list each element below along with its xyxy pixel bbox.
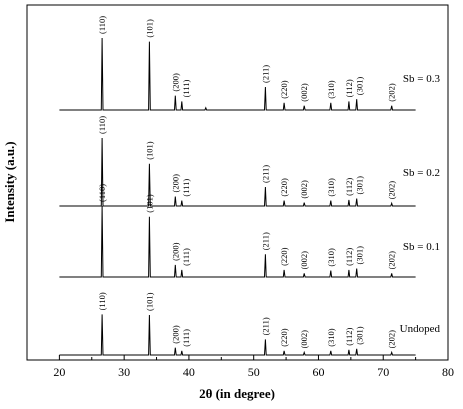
peak-label: (110) bbox=[97, 116, 107, 134]
peak-label: (111) bbox=[181, 248, 191, 266]
peak-label: (220) bbox=[279, 80, 289, 99]
peak-label: (112) bbox=[344, 178, 354, 196]
peak-label: (110) bbox=[97, 292, 107, 310]
peak-label: (112) bbox=[344, 328, 354, 346]
peak-label: (112) bbox=[344, 79, 354, 97]
series-label: Undoped bbox=[400, 323, 441, 335]
peak-label: (211) bbox=[260, 65, 270, 83]
peak-label: (110) bbox=[97, 184, 107, 202]
x-tick-label: 60 bbox=[312, 365, 324, 379]
peak-label: (200) bbox=[170, 325, 180, 344]
series-trace bbox=[59, 314, 416, 356]
peak-label: (301) bbox=[355, 77, 365, 96]
peak-label: (111) bbox=[181, 329, 191, 347]
peak-label: (202) bbox=[387, 251, 397, 270]
peak-label: (101) bbox=[144, 19, 154, 38]
peak-label: (211) bbox=[260, 317, 270, 335]
peak-label: (220) bbox=[279, 247, 289, 266]
peak-label: (211) bbox=[260, 232, 270, 250]
peak-label: (002) bbox=[299, 83, 309, 102]
peak-label: (002) bbox=[299, 330, 309, 349]
peak-label: (002) bbox=[299, 251, 309, 270]
peak-label: (220) bbox=[279, 178, 289, 197]
x-tick-label: 70 bbox=[377, 365, 389, 379]
peak-label: (220) bbox=[279, 328, 289, 347]
peak-label: (301) bbox=[355, 246, 365, 265]
peak-label: (200) bbox=[170, 73, 180, 92]
traces-group bbox=[59, 37, 416, 356]
series-trace bbox=[59, 205, 416, 278]
peak-label: (310) bbox=[326, 178, 336, 197]
series-label: Sb = 0.2 bbox=[403, 167, 440, 179]
peak-label: (002) bbox=[299, 180, 309, 199]
x-tick-label: 20 bbox=[53, 365, 65, 379]
peak-label: (101) bbox=[144, 194, 154, 213]
series-labels-group: Sb = 0.3 Sb = 0.2 Sb = 0.1 Undoped bbox=[400, 73, 441, 335]
peak-label: (310) bbox=[326, 80, 336, 99]
plot-frame bbox=[26, 4, 449, 361]
peak-label: (310) bbox=[326, 328, 336, 347]
y-axis-title: Intensity (a.u.) bbox=[2, 141, 17, 222]
peak-label: (111) bbox=[181, 179, 191, 197]
series-label: Sb = 0.1 bbox=[403, 241, 440, 253]
peak-labels-group: (110) (101)(200) (111)(211)(220) (002) (310)… bbox=[97, 16, 397, 349]
peak-label: (310) bbox=[326, 248, 336, 267]
peak-label: (202) bbox=[387, 83, 397, 102]
peak-label: (200) bbox=[170, 242, 180, 261]
x-tick-label: 80 bbox=[442, 365, 454, 379]
series-trace bbox=[59, 37, 416, 111]
peak-label: (110) bbox=[97, 16, 107, 34]
peak-label: (101) bbox=[144, 292, 154, 311]
peak-label: (301) bbox=[355, 326, 365, 345]
series-trace bbox=[59, 137, 416, 207]
peak-label: (301) bbox=[355, 176, 365, 195]
x-tick-label: 40 bbox=[183, 365, 195, 379]
x-tick-label: 30 bbox=[118, 365, 130, 379]
x-axis-title: 2θ (in degree) bbox=[199, 386, 275, 401]
peak-label: (202) bbox=[387, 181, 397, 200]
peak-label: (101) bbox=[144, 141, 154, 160]
peak-label: (211) bbox=[260, 165, 270, 183]
peak-label: (202) bbox=[387, 330, 397, 349]
x-tick-label: 50 bbox=[248, 365, 260, 379]
peak-label: (200) bbox=[170, 174, 180, 193]
series-label: Sb = 0.3 bbox=[403, 73, 441, 85]
peak-label: (112) bbox=[344, 248, 354, 266]
x-axis: 20 30 40 50 60 70 80 bbox=[26, 355, 454, 379]
peak-label: (111) bbox=[181, 79, 191, 97]
